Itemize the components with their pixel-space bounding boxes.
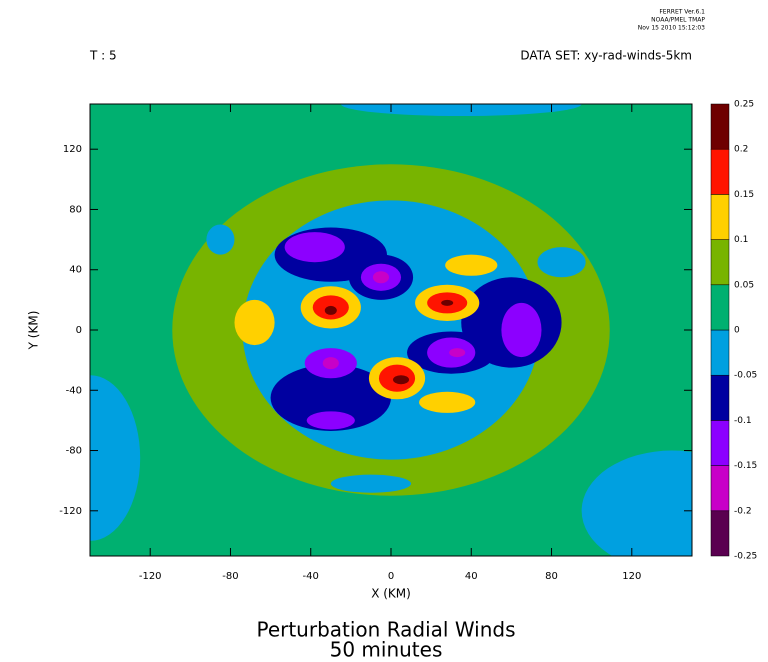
y-axis-label: Y (KM): [27, 311, 41, 351]
stamp: NOAA/PMEL TMAP: [651, 17, 705, 24]
y-tick-label: -80: [66, 446, 82, 457]
colorbar-label: 0: [734, 326, 740, 336]
colorbar-label: 0.2: [734, 145, 748, 155]
contour-region: [284, 232, 345, 263]
x-tick-label: 40: [465, 571, 478, 582]
colorbar-label: -0.1: [734, 416, 752, 426]
contour-region: [501, 302, 542, 358]
colorbar-label: 0.05: [734, 280, 754, 290]
x-tick-label: 80: [545, 571, 558, 582]
header-right: DATA SET: xy-rad-winds-5km: [520, 49, 692, 63]
chart-title: Perturbation Radial Winds: [256, 618, 515, 642]
colorbar-label: -0.25: [734, 552, 757, 562]
contour-region: [441, 299, 454, 306]
contour-region: [324, 305, 337, 315]
x-tick-label: -40: [303, 571, 319, 582]
chart-subtitle: 50 minutes: [330, 638, 443, 662]
contour-region: [372, 271, 389, 284]
x-tick-label: -120: [139, 571, 162, 582]
colorbar-swatch: [710, 329, 730, 376]
colorbar-swatch: [710, 284, 730, 331]
contour-region: [234, 299, 275, 346]
colorbar-swatch: [710, 148, 730, 195]
stamp: Nov 15 2010 15:12:03: [638, 25, 705, 32]
y-tick-label: 120: [63, 144, 82, 155]
stamp: FERRET Ver.6.1: [659, 9, 705, 16]
colorbar-swatch: [710, 420, 730, 466]
colorbar-swatch: [710, 103, 730, 150]
colorbar-swatch: [710, 510, 730, 557]
contour-region: [306, 411, 355, 430]
plot-field: [90, 104, 692, 556]
contour-region: [340, 104, 582, 117]
y-tick-label: 40: [69, 265, 82, 276]
contour-region: [206, 224, 235, 255]
x-tick-label: -80: [222, 571, 238, 582]
colorbar-swatch: [710, 239, 730, 286]
contour-region: [581, 450, 692, 556]
colorbar-label: 0.15: [734, 190, 754, 200]
y-tick-label: 80: [69, 204, 82, 215]
contour-region: [393, 375, 410, 385]
colorbar-label: 0.25: [734, 100, 754, 110]
contour-region: [322, 357, 339, 370]
colorbar-swatch: [710, 374, 730, 421]
contour-region: [537, 247, 586, 278]
y-tick-label: -120: [59, 506, 82, 517]
x-tick-label: 0: [388, 571, 394, 582]
colorbar-label: 0.1: [734, 235, 748, 245]
contour-region: [330, 474, 412, 493]
y-tick-label: -40: [66, 385, 82, 396]
colorbar-label: -0.2: [734, 506, 752, 516]
contour-region: [419, 391, 476, 413]
contour-region: [270, 364, 391, 431]
contour-region: [449, 348, 466, 358]
colorbar-label: -0.05: [734, 371, 757, 381]
x-axis-label: X (KM): [371, 587, 411, 601]
x-tick-label: 120: [622, 571, 641, 582]
y-tick-label: 0: [76, 325, 82, 336]
contour-region: [445, 254, 498, 276]
colorbar-swatch: [710, 194, 730, 240]
colorbar-label: -0.15: [734, 461, 757, 471]
contour-region: [90, 375, 141, 541]
header-left: T : 5: [89, 49, 117, 63]
colorbar-swatch: [710, 465, 730, 512]
